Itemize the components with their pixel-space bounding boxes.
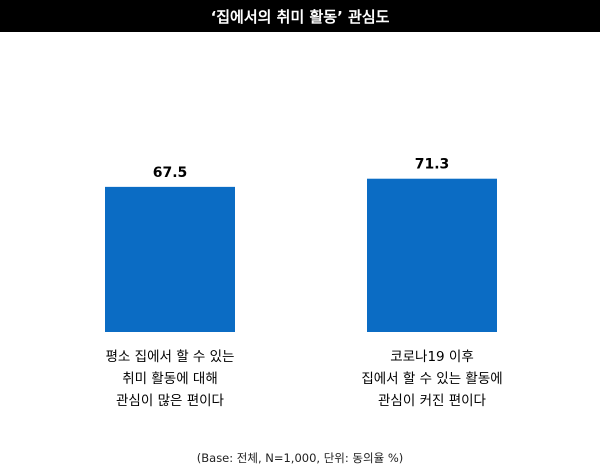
category-label-1-line-1: 집에서 할 수 있는 활동에 [361,371,503,387]
category-label-0-line-2: 관심이 많은 편이다 [116,393,224,409]
bar-1 [367,178,497,332]
chart-area: 67.5 71.3 평소 집에서 할 수 있는 취미 활동에 대해 관심이 많은 … [0,32,600,432]
chart-title: ‘집에서의 취미 활동’ 관심도 [0,0,600,32]
category-label-0-line-1: 취미 활동에 대해 [122,371,218,387]
category-label-0-line-0: 평소 집에서 할 수 있는 [105,349,235,365]
footnote-text: (Base: 전체, N=1,000, 단위: 동의율 %) [196,451,404,465]
value-label-1: 71.3 [415,157,450,173]
bar-chart: 67.5 71.3 [105,157,497,332]
category-label-0: 평소 집에서 할 수 있는 취미 활동에 대해 관심이 많은 편이다 [50,346,290,412]
bar-0 [105,186,235,332]
category-label-1-line-2: 관심이 커진 편이다 [378,393,486,409]
value-label-0: 67.5 [153,165,188,181]
category-label-1-line-0: 코로나19 이후 [390,349,474,365]
footnote: (Base: 전체, N=1,000, 단위: 동의율 %) [0,450,600,466]
category-label-1: 코로나19 이후 집에서 할 수 있는 활동에 관심이 커진 편이다 [312,346,552,412]
chart-title-text: ‘집에서의 취미 활동’ 관심도 [210,7,390,26]
